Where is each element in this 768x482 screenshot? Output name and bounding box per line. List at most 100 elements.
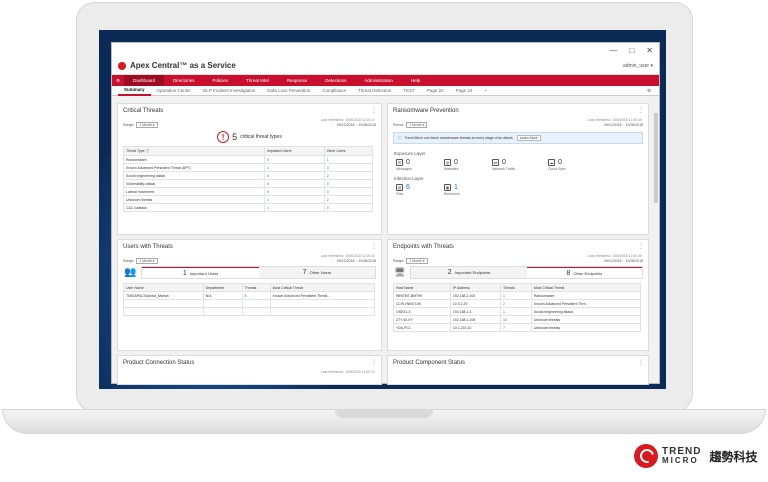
tab-summary[interactable]: Summary xyxy=(118,86,151,96)
other-users[interactable]: 2 xyxy=(323,171,374,180)
range-select[interactable]: 1 Month ▾ xyxy=(406,122,428,128)
column-header[interactable]: Most Critical Threat xyxy=(530,283,642,292)
tab-dlp-incident[interactable]: DLP Incident Investigation xyxy=(203,88,256,93)
info-text: Trend Micro can block ransomware threats… xyxy=(404,136,514,140)
impacted-users[interactable]: 0 xyxy=(264,179,325,188)
close-button[interactable]: ✕ xyxy=(646,45,653,55)
minimize-button[interactable]: — xyxy=(609,45,618,55)
range-select[interactable]: 1 Month ▾ xyxy=(406,258,428,264)
tab-operation-center[interactable]: Operation Center xyxy=(156,88,192,93)
nav-directories[interactable]: Directories xyxy=(173,78,195,83)
threats-count[interactable]: 10 xyxy=(499,315,532,324)
tab-page-22[interactable]: Page 22 xyxy=(426,88,444,93)
users-icon: 👥 xyxy=(124,267,137,278)
range-select[interactable]: 1 Month ▾ xyxy=(136,122,158,128)
column-header[interactable]: Department xyxy=(202,283,243,292)
critical-count-label: critical threat types xyxy=(240,134,282,140)
important-endpoints-tab[interactable]: 2 Important Endpoints xyxy=(411,267,527,278)
most-critical: Social engineering attack xyxy=(530,307,642,316)
tab-dlp[interactable]: Data Loss Prevention xyxy=(267,88,311,93)
impacted-users[interactable]: 1 xyxy=(264,195,325,204)
other-users[interactable]: 0 xyxy=(323,179,374,188)
brand-wordmark: TREND MICRO xyxy=(662,447,701,466)
threats-count[interactable]: 7 xyxy=(499,323,532,332)
tab-compliance[interactable]: Compliance xyxy=(322,88,347,93)
more-icon[interactable]: ⋮ xyxy=(371,244,377,250)
learn-more-button[interactable]: Learn More xyxy=(516,135,541,141)
column-header[interactable]: Impacted Users xyxy=(264,146,325,156)
column-header[interactable]: IP Address xyxy=(449,283,501,292)
column-header[interactable]: Other Users xyxy=(323,146,374,156)
range-select[interactable]: 1 Month ▾ xyxy=(136,258,158,264)
nav-response[interactable]: Response xyxy=(286,78,308,83)
tab-test[interactable]: TEST xyxy=(403,88,415,93)
user-menu[interactable]: admin_user ▾ xyxy=(622,62,653,69)
column-header[interactable]: Threat Type ⓘ xyxy=(123,146,265,156)
column-header[interactable]: Most Critical Threat xyxy=(269,283,376,292)
network-icon: ⇄ xyxy=(492,159,499,166)
ip-address: 10.1.215.10 xyxy=(449,323,501,332)
trend-micro-brand: TREND MICRO 趨勢科技 xyxy=(634,444,757,468)
other-users-tab[interactable]: 7 Other Users xyxy=(258,267,376,278)
window-titlebar: — □ ✕ xyxy=(112,43,659,57)
impacted-users[interactable]: 1 xyxy=(264,163,325,172)
other-users[interactable]: 2 xyxy=(323,195,374,204)
exposure-layer-label: Exposure Layer xyxy=(394,151,426,156)
scrollbar[interactable] xyxy=(654,113,658,203)
nav-detections[interactable]: Detections xyxy=(325,78,347,83)
nav-administration[interactable]: Administration xyxy=(364,78,393,83)
host-name: ZTY-W-VY xyxy=(393,315,451,324)
table-row: C&C callback 1 0 xyxy=(123,203,374,212)
threats-count[interactable]: 1 xyxy=(499,307,532,316)
more-icon[interactable]: ⋮ xyxy=(371,108,377,114)
info-banner: ⓘ Trend Micro can block ransomware threa… xyxy=(393,132,643,144)
threats-count[interactable]: 2 xyxy=(499,299,532,308)
gear-icon[interactable]: ⚙ xyxy=(115,77,121,83)
tab-page-24[interactable]: Page 24 xyxy=(455,88,473,93)
column-header[interactable]: Threats xyxy=(499,283,532,292)
threats-count[interactable]: 1 xyxy=(499,291,532,300)
messages-stat[interactable]: ✉ 0 Messages xyxy=(396,159,444,171)
other-users[interactable]: 0 xyxy=(323,187,374,196)
important-users-tab[interactable]: 1 Important Users xyxy=(142,267,259,278)
more-icon[interactable]: ⋮ xyxy=(638,360,644,366)
tab-threat-detection[interactable]: Threat Detection xyxy=(358,88,392,93)
impacted-users[interactable]: 1 xyxy=(264,203,325,212)
stat-label: Behaviors xyxy=(444,192,460,196)
behaviors-stat[interactable]: ▣ 1 Behaviors xyxy=(444,184,492,196)
users-segment: 1 Important Users 7 Other Users xyxy=(141,266,376,279)
ransomware-prevention-widget: Ransomware Prevention ⋮ Last refreshed: … xyxy=(387,103,649,235)
threats-count[interactable]: 8 xyxy=(241,291,271,300)
most-critical: Known Advanced Persistent Threat... xyxy=(269,291,376,300)
nav-help[interactable]: Help xyxy=(410,78,421,83)
impacted-users[interactable]: 0 xyxy=(264,171,325,180)
impacted-users[interactable]: 0 xyxy=(264,187,325,196)
more-icon[interactable]: ⋮ xyxy=(638,108,644,114)
other-endpoints-tab[interactable]: 8 Other Endpoints xyxy=(526,267,642,278)
cloud-sync-stat[interactable]: ☁ 0 Cloud Sync xyxy=(548,159,596,171)
column-header[interactable]: Host Name xyxy=(393,283,451,292)
more-icon[interactable]: ⋮ xyxy=(638,244,644,250)
impacted-users[interactable]: 0 xyxy=(264,155,325,164)
table-row: ZTY-W-VY 192.168.1.106 10 Unknown threats xyxy=(393,315,642,324)
files-stat[interactable]: ▤ 6 Files xyxy=(396,184,444,196)
network-stat[interactable]: ⇄ 0 Network Traffic xyxy=(492,159,548,171)
add-tab-button[interactable]: + xyxy=(484,88,488,93)
date-range: 09/10/2018 ~ 10/08/2018 xyxy=(603,259,643,263)
host-name: OSE31-3 xyxy=(393,307,451,316)
column-header[interactable]: User Name xyxy=(123,283,204,292)
other-users[interactable]: 3 xyxy=(323,163,374,172)
ip-address: 10.0.2.29 xyxy=(449,299,501,308)
column-header[interactable]: Threats xyxy=(241,283,271,292)
widget-title: Critical Threats xyxy=(123,108,164,114)
critical-threats-widget: Critical Threats ⋮ Last refreshed: 10/8/… xyxy=(117,103,382,235)
settings-icon[interactable]: ⚙ xyxy=(646,87,651,93)
more-icon[interactable]: ⋮ xyxy=(371,360,377,366)
nav-threat-intel[interactable]: Threat Intel xyxy=(246,78,269,83)
maximize-button[interactable]: □ xyxy=(629,45,635,55)
nav-dashboard[interactable]: Dashboard xyxy=(124,75,165,86)
nav-policies[interactable]: Policies xyxy=(212,78,229,83)
other-users[interactable]: 0 xyxy=(323,203,374,212)
other-users[interactable]: 1 xyxy=(323,155,374,164)
websites-stat[interactable]: ◍ 0 Websites xyxy=(444,159,492,171)
